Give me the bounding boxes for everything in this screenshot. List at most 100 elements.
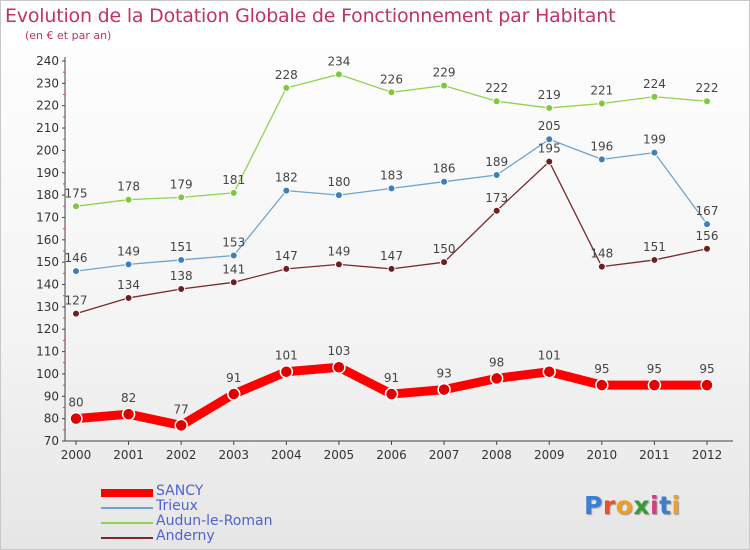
data-label: 151	[170, 240, 193, 254]
data-label: 95	[594, 362, 609, 376]
data-point	[124, 195, 133, 204]
y-tick-label: 230	[36, 76, 59, 90]
data-label: 182	[275, 171, 298, 185]
data-label: 101	[538, 349, 561, 363]
y-tick-label: 220	[36, 99, 59, 113]
x-tick-label: 2003	[218, 448, 249, 462]
data-label: 138	[170, 269, 193, 283]
data-point	[69, 411, 83, 426]
data-label: 98	[489, 355, 504, 369]
data-point	[492, 97, 501, 106]
y-tick-label: 190	[36, 166, 59, 180]
data-label: 183	[380, 168, 403, 182]
x-tick-label: 2011	[639, 448, 670, 462]
data-label: 141	[222, 262, 245, 276]
y-tick-label: 100	[36, 367, 59, 381]
data-label: 93	[436, 367, 451, 381]
data-label: 179	[170, 177, 193, 191]
proxiti-logo: Proxiti	[584, 491, 681, 520]
data-label: 221	[590, 83, 613, 97]
data-label: 91	[226, 371, 241, 385]
data-point	[545, 103, 554, 112]
data-point	[72, 267, 80, 276]
data-label: 103	[327, 344, 350, 358]
x-tick-label: 2008	[481, 448, 512, 462]
data-label: 219	[538, 88, 561, 102]
data-point	[282, 83, 291, 92]
data-point	[597, 155, 606, 164]
data-label: 151	[643, 240, 666, 254]
data-point	[124, 293, 133, 302]
data-point	[229, 251, 238, 260]
data-point	[72, 309, 80, 318]
data-point	[174, 418, 188, 433]
y-tick-label: 170	[36, 210, 59, 224]
data-point	[72, 202, 80, 211]
data-point	[121, 407, 136, 421]
data-point	[700, 378, 714, 392]
logo-letter: t	[659, 491, 672, 520]
y-tick-label: 120	[36, 322, 59, 336]
logo-letter: r	[602, 491, 616, 520]
data-label: 77	[174, 402, 189, 416]
data-point	[177, 255, 186, 264]
data-point	[492, 206, 501, 215]
data-point	[387, 264, 396, 273]
data-label: 222	[696, 81, 719, 95]
data-label: 149	[117, 244, 140, 258]
y-tick-label: 130	[36, 300, 59, 314]
data-point	[492, 171, 501, 179]
data-point	[282, 186, 291, 195]
y-tick-label: 240	[36, 54, 59, 68]
data-label: 175	[65, 186, 88, 200]
data-point	[650, 148, 659, 157]
legend-swatch	[101, 522, 153, 524]
data-label: 156	[696, 229, 719, 243]
data-point	[279, 364, 294, 379]
y-tick-label: 160	[36, 233, 59, 247]
data-point	[332, 360, 346, 374]
data-point	[124, 260, 133, 269]
data-label: 167	[696, 204, 719, 218]
x-tick-label: 2007	[429, 448, 460, 462]
data-point	[703, 244, 711, 253]
data-label: 80	[68, 396, 83, 410]
data-point	[440, 177, 449, 186]
data-point	[334, 70, 343, 79]
x-tick-label: 2012	[692, 448, 723, 462]
data-point	[177, 285, 186, 293]
legend-label: SANCY	[156, 483, 204, 499]
logo-letter: i	[671, 491, 681, 520]
data-label: 82	[121, 391, 136, 405]
data-label: 189	[485, 155, 508, 169]
data-point	[542, 364, 556, 379]
logo-letter: o	[615, 491, 634, 520]
x-tick-label: 2009	[534, 448, 565, 462]
legend-swatch	[101, 489, 153, 497]
data-label: 224	[643, 77, 666, 91]
logo-letter: x	[633, 491, 650, 520]
data-label: 127	[65, 294, 88, 308]
x-tick-label: 2005	[324, 448, 355, 462]
data-label: 150	[433, 242, 456, 256]
data-label: 134	[117, 278, 140, 292]
data-point	[647, 378, 662, 392]
data-point	[437, 382, 451, 397]
x-tick-label: 2001	[113, 448, 144, 462]
data-label: 146	[65, 251, 88, 265]
data-point	[334, 260, 343, 269]
data-label: 222	[485, 81, 508, 95]
data-label: 95	[699, 362, 714, 376]
chart-title: Evolution de la Dotation Globale de Fonc…	[5, 5, 616, 27]
data-point	[489, 371, 504, 386]
y-tick-label: 80	[44, 412, 59, 426]
data-point	[597, 262, 606, 271]
data-point	[440, 81, 449, 90]
data-label: 147	[380, 249, 403, 263]
y-tick-label: 210	[36, 121, 59, 135]
data-label: 181	[222, 173, 245, 187]
y-tick-label: 180	[36, 188, 59, 202]
data-point	[440, 258, 449, 267]
y-tick-label: 200	[36, 143, 59, 157]
